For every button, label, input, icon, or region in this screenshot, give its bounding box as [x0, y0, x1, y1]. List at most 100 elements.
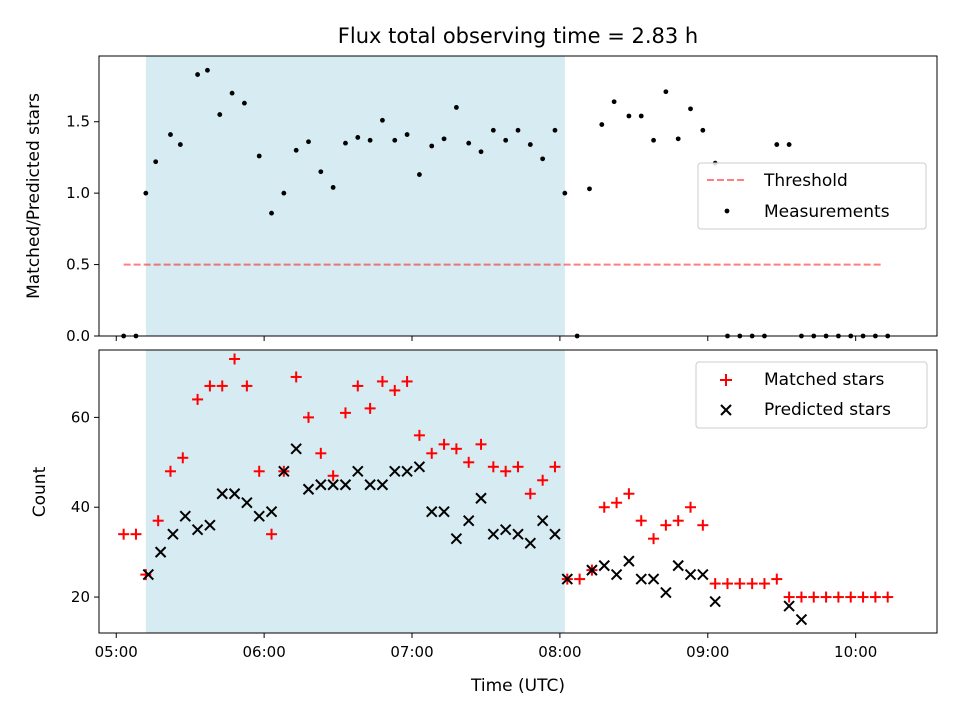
matched-star-point — [722, 578, 733, 590]
matched-star-point — [623, 488, 635, 500]
measurement-point — [688, 106, 693, 112]
measurement-point — [562, 190, 568, 196]
matched-star-point — [758, 578, 770, 590]
measurement-point — [306, 139, 311, 145]
measurement-point — [143, 190, 149, 196]
predicted-star-point — [376, 479, 389, 491]
matched-star-point — [253, 465, 265, 477]
matched-star-point — [130, 528, 142, 540]
matched-star-point — [266, 528, 278, 540]
measurement-point — [700, 127, 706, 133]
predicted-star-point — [167, 528, 179, 540]
predicted-star-point — [512, 528, 524, 540]
matched-star-point — [413, 429, 425, 441]
x-tick-label: 10:00 — [834, 643, 877, 661]
matched-star-point — [524, 488, 536, 500]
matched-star-point — [697, 519, 709, 531]
matched-star-point — [845, 591, 857, 603]
matched-star-point — [869, 591, 881, 603]
measurement-point — [663, 89, 669, 95]
measurement-point — [392, 137, 398, 143]
matched-star-point — [820, 591, 832, 603]
predicted-star-point — [536, 514, 549, 527]
measurement-point — [293, 147, 299, 153]
matched-star-point — [164, 465, 176, 477]
predicted-star-point — [475, 492, 487, 504]
predicted-star-point — [623, 555, 635, 567]
predicted-star-point — [635, 573, 647, 585]
predicted-star-point — [339, 479, 352, 491]
predicted-star-point — [438, 506, 450, 518]
matched-star-point — [303, 411, 314, 423]
measurement-point — [404, 132, 410, 137]
measurement-point — [318, 169, 324, 175]
predicted-star-point — [278, 465, 290, 477]
predicted-star-point — [610, 568, 623, 581]
matched-star-point — [216, 380, 228, 392]
matched-star-point — [438, 438, 450, 450]
predicted-star-point — [499, 523, 512, 536]
measurement-point — [503, 137, 509, 143]
predicted-star-point — [179, 510, 191, 522]
predicted-star-point — [783, 600, 795, 612]
predicted-star-point — [142, 568, 155, 581]
measurement-point — [429, 143, 435, 149]
matched-legend-label: Matched stars — [764, 370, 884, 390]
matched-star-point — [327, 470, 339, 482]
predicted-star-point — [327, 479, 339, 491]
predicted-star-point — [401, 465, 413, 477]
measurement-point — [540, 156, 546, 162]
matched-star-point — [598, 501, 610, 513]
measurement-point — [478, 149, 484, 155]
x-axis-label: Time (UTC) — [470, 676, 565, 696]
measurement-point — [527, 142, 533, 147]
bottom-legend: Matched stars Predicted stars — [695, 361, 928, 429]
x-tick-label: 06:00 — [243, 643, 286, 661]
matched-star-point — [290, 371, 302, 383]
measurement-point — [453, 105, 459, 110]
matched-star-point — [376, 375, 388, 387]
matched-star-point — [229, 353, 241, 365]
measurement-point — [256, 153, 262, 159]
matched-star-point — [857, 591, 869, 603]
x-tick-label: 08:00 — [538, 643, 581, 661]
x-tick-label: 05:00 — [95, 643, 138, 661]
predicted-legend-label: Predicted stars — [764, 400, 891, 420]
measurement-point — [774, 142, 780, 147]
measurement-point — [177, 142, 183, 147]
predicted-star-point — [352, 465, 364, 477]
bottom-y-tick-label: 20 — [71, 588, 90, 606]
top-x-axis — [115, 336, 857, 341]
predicted-star-point — [672, 559, 684, 572]
matched-star-point — [352, 380, 364, 392]
bottom-chart: 20 40 60 05:00 06:00 07:00 08:00 09:00 10:00 Co… — [30, 349, 938, 696]
bottom-x-axis: 05:00 06:00 07:00 08:00 09:00 10:00 — [95, 633, 877, 661]
predicted-star-point — [586, 564, 598, 576]
matched-legend-marker — [720, 374, 732, 386]
bottom-data-layer — [118, 353, 894, 626]
measurement-point — [380, 117, 385, 123]
matched-star-point — [241, 380, 253, 392]
threshold-legend-label: Threshold — [763, 171, 848, 191]
matched-star-point — [463, 456, 475, 468]
predicted-star-point — [413, 461, 426, 473]
predicted-star-point — [228, 488, 241, 500]
predicted-star-point — [709, 595, 721, 608]
measurement-point — [269, 210, 274, 216]
predicted-star-point — [684, 568, 697, 581]
measurement-point — [599, 122, 605, 127]
measurement-point — [626, 113, 632, 119]
matched-star-point — [635, 515, 647, 527]
predicted-star-point — [462, 514, 475, 527]
predicted-star-point — [647, 573, 660, 585]
bottom-y-axis: 20 40 60 — [71, 408, 99, 606]
matched-star-point — [500, 465, 512, 477]
predicted-legend-marker — [720, 404, 732, 416]
matched-star-point — [574, 573, 586, 585]
x-tick-label: 09:00 — [686, 643, 729, 661]
top-y-tick-label: 1.0 — [66, 184, 90, 202]
matched-star-point — [648, 533, 660, 545]
predicted-star-point — [795, 613, 808, 626]
matched-star-point — [426, 447, 438, 459]
